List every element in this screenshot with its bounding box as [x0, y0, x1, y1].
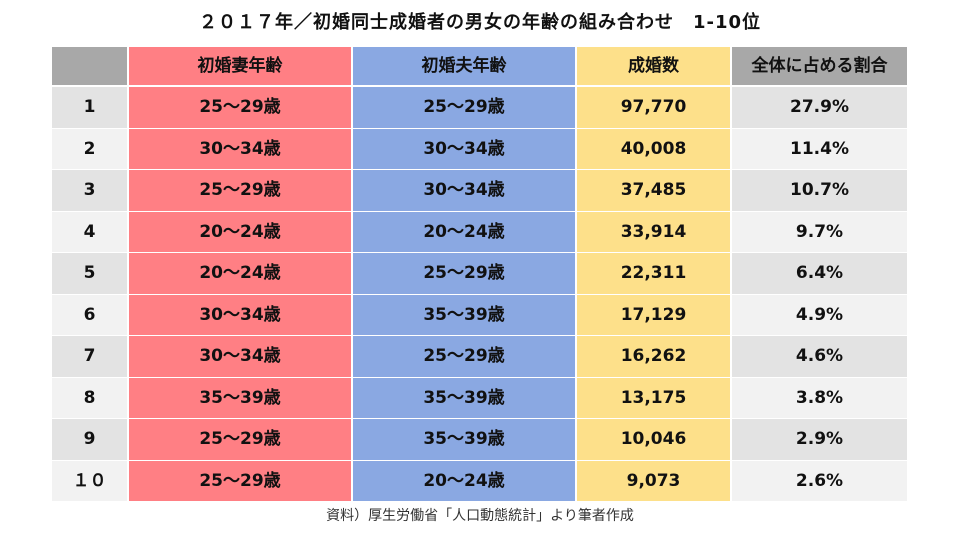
- wife-age-cell: 25～29歳: [129, 460, 353, 502]
- rank-cell: 1: [52, 87, 129, 129]
- table-row: 4 20～24歳 20～24歳 33,914 9.7%: [52, 211, 909, 253]
- rank-cell: 8: [52, 377, 129, 419]
- marriage-count-cell: 17,129: [577, 294, 732, 336]
- header-share: 全体に占める割合: [732, 47, 909, 87]
- husband-age-cell: 20～24歳: [353, 460, 577, 502]
- header-wife-age: 初婚妻年齢: [129, 47, 353, 87]
- rank-cell: 7: [52, 336, 129, 378]
- table-row: 2 30～34歳 30～34歳 40,008 11.4%: [52, 128, 909, 170]
- table-row: １０ 25～29歳 20～24歳 9,073 2.6%: [52, 460, 909, 502]
- header-marriage-count: 成婚数: [577, 47, 732, 87]
- wife-age-cell: 30～34歳: [129, 336, 353, 378]
- table-row: 1 25～29歳 25～29歳 97,770 27.9%: [52, 87, 909, 129]
- wife-age-cell: 20～24歳: [129, 253, 353, 295]
- marriage-count-cell: 40,008: [577, 128, 732, 170]
- marriage-count-cell: 9,073: [577, 460, 732, 502]
- header-husband-age: 初婚夫年齢: [353, 47, 577, 87]
- wife-age-cell: 30～34歳: [129, 294, 353, 336]
- rank-cell: 5: [52, 253, 129, 295]
- share-cell: 3.8%: [732, 377, 909, 419]
- table-row: 8 35～39歳 35～39歳 13,175 3.8%: [52, 377, 909, 419]
- table-row: 6 30～34歳 35～39歳 17,129 4.9%: [52, 294, 909, 336]
- husband-age-cell: 35～39歳: [353, 419, 577, 461]
- table-row: 7 30～34歳 25～29歳 16,262 4.6%: [52, 336, 909, 378]
- husband-age-cell: 30～34歳: [353, 128, 577, 170]
- husband-age-cell: 35～39歳: [353, 294, 577, 336]
- marriage-count-cell: 97,770: [577, 87, 732, 129]
- table-row: 3 25～29歳 30～34歳 37,485 10.7%: [52, 170, 909, 212]
- wife-age-cell: 25～29歳: [129, 419, 353, 461]
- wife-age-cell: 20～24歳: [129, 211, 353, 253]
- share-cell: 4.9%: [732, 294, 909, 336]
- share-cell: 9.7%: [732, 211, 909, 253]
- wife-age-cell: 30～34歳: [129, 128, 353, 170]
- share-cell: 10.7%: [732, 170, 909, 212]
- rank-cell: １０: [52, 460, 129, 502]
- rank-cell: 9: [52, 419, 129, 461]
- marriage-count-cell: 13,175: [577, 377, 732, 419]
- share-cell: 6.4%: [732, 253, 909, 295]
- husband-age-cell: 35～39歳: [353, 377, 577, 419]
- header-row: 初婚妻年齢 初婚夫年齢 成婚数 全体に占める割合: [52, 47, 909, 87]
- share-cell: 11.4%: [732, 128, 909, 170]
- marriage-count-cell: 16,262: [577, 336, 732, 378]
- wife-age-cell: 25～29歳: [129, 87, 353, 129]
- marriage-count-cell: 10,046: [577, 419, 732, 461]
- husband-age-cell: 25～29歳: [353, 253, 577, 295]
- marriage-count-cell: 37,485: [577, 170, 732, 212]
- share-cell: 4.6%: [732, 336, 909, 378]
- wife-age-cell: 25～29歳: [129, 170, 353, 212]
- marriage-count-cell: 33,914: [577, 211, 732, 253]
- rank-cell: 2: [52, 128, 129, 170]
- husband-age-cell: 20～24歳: [353, 211, 577, 253]
- rank-cell: 4: [52, 211, 129, 253]
- husband-age-cell: 30～34歳: [353, 170, 577, 212]
- share-cell: 2.6%: [732, 460, 909, 502]
- share-cell: 27.9%: [732, 87, 909, 129]
- rank-cell: 3: [52, 170, 129, 212]
- source-note: 資料）厚生労働省「人口動態統計」より筆者作成: [326, 508, 634, 524]
- header-rank: [52, 47, 129, 87]
- table-row: 9 25～29歳 35～39歳 10,046 2.9%: [52, 419, 909, 461]
- husband-age-cell: 25～29歳: [353, 336, 577, 378]
- wife-age-cell: 35～39歳: [129, 377, 353, 419]
- rank-cell: 6: [52, 294, 129, 336]
- marriage-count-cell: 22,311: [577, 253, 732, 295]
- chart-title: ２０１７年／初婚同士成婚者の男女の年齢の組み合わせ 1-10位: [198, 12, 762, 33]
- table-row: 5 20～24歳 25～29歳 22,311 6.4%: [52, 253, 909, 295]
- ranking-table: 初婚妻年齢 初婚夫年齢 成婚数 全体に占める割合 1 25～29歳 25～29歳 97…: [52, 47, 909, 502]
- husband-age-cell: 25～29歳: [353, 87, 577, 129]
- share-cell: 2.9%: [732, 419, 909, 461]
